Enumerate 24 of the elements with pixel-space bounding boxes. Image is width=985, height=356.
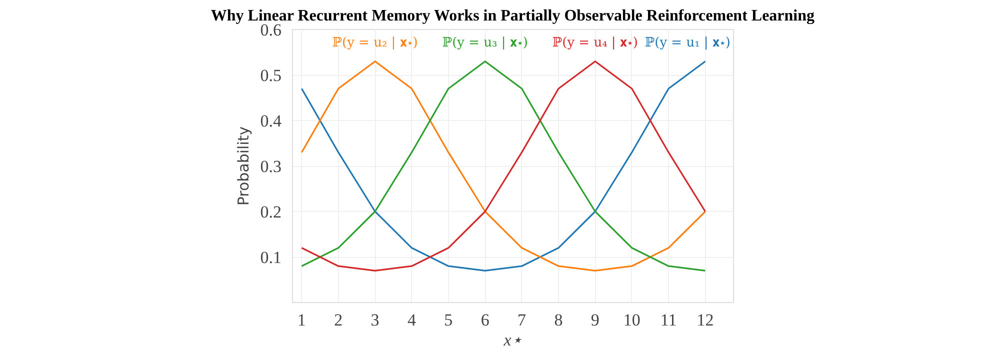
y-axis-title: Probability [234, 126, 252, 206]
x-axis-title: x⋆ [502, 330, 522, 350]
y-tick-label: 0.3 [260, 157, 282, 176]
x-tick-label: 11 [660, 310, 677, 330]
series-label: ℙ(y = u₁ | 𝐱⋆) [644, 36, 731, 50]
x-tick-label: 10 [623, 310, 640, 330]
line-series [300, 60, 706, 272]
x-tick-label: 9 [590, 310, 600, 330]
x-tick-label: 1 [297, 310, 306, 330]
y-tick-label: 0.2 [260, 202, 282, 222]
series-label: ℙ(y = u₃ | 𝐱⋆) [442, 36, 528, 50]
series-label: ℙ(y = u₄ | 𝐱⋆) [552, 36, 638, 50]
y-tick-label: 0.5 [260, 66, 282, 85]
x-tick-label: 8 [554, 310, 563, 330]
series-label: ℙ(y = u₂ | 𝐱⋆) [332, 36, 418, 50]
x-tick-label: 7 [518, 310, 527, 330]
x-tick-label: 3 [370, 310, 380, 330]
x-tick-label: 2 [334, 310, 343, 330]
y-tick-label: 0.4 [260, 112, 282, 130]
x-tick-label: 4 [407, 310, 416, 330]
x-tick-label: 6 [480, 310, 490, 330]
x-tick-label: 12 [696, 310, 714, 330]
y-tick-label: 0.1 [260, 248, 282, 267]
x-tick-label: 5 [444, 310, 453, 330]
